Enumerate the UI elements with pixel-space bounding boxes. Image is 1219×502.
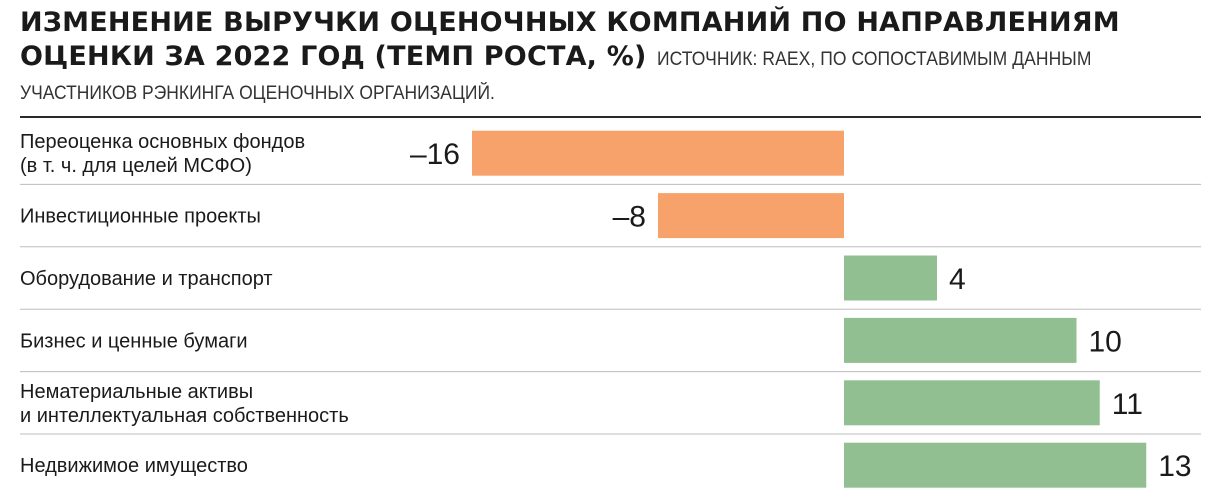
category-label-line: Бизнес и ценные бумаги [20, 330, 248, 352]
positive-bar [844, 317, 1077, 363]
positive-bar [844, 442, 1147, 488]
chart-title: ИЗМЕНЕНИЕ ВЫРУЧКИ ОЦЕНОЧНЫХ КОМПАНИЙ ПО … [20, 6, 1205, 77]
chart-title-line-2: ОЦЕНКИ ЗА 2022 ГОД (ТЕМП РОСТА, %) ИСТОЧН… [20, 40, 1205, 77]
source-note-line-1: ИСТОЧНИК: RAEX, ПО СОПОСТАВИМЫМ ДАННЫМ [656, 49, 1092, 70]
chart-header: ИЗМЕНЕНИЕ ВЫРУЧКИ ОЦЕНОЧНЫХ КОМПАНИЙ ПО … [20, 6, 1205, 107]
value-label: 11 [1112, 388, 1143, 421]
category-label-line: Переоценка основных фондов [20, 131, 305, 153]
category-label-line: Недвижимое имущество [20, 455, 248, 477]
chart-title-line-2-text: ОЦЕНКИ ЗА 2022 ГОД (ТЕМП РОСТА, %) [20, 41, 647, 72]
chart-row: Недвижимое имущество 13 [20, 442, 1192, 488]
value-label: 13 [1158, 450, 1191, 483]
category-label: Бизнес и ценные бумаги [20, 330, 248, 352]
chart-row: Бизнес и ценные бумаги 10 [20, 317, 1201, 373]
chart-row: Оборудование и транспорт 4 [20, 255, 1201, 310]
category-label: Нематериальные активы и интеллектуальная … [20, 381, 349, 427]
category-label-line: Инвестиционные проекты [20, 206, 261, 228]
chart-title-line-1: ИЗМЕНЕНИЕ ВЫРУЧКИ ОЦЕНОЧНЫХ КОМПАНИЙ ПО … [20, 7, 1120, 38]
category-label: Недвижимое имущество [20, 455, 248, 477]
category-label: Инвестиционные проекты [20, 206, 261, 228]
category-label: Переоценка основных фондов (в т. ч. для ц… [20, 131, 305, 177]
category-label-line: (в т. ч. для целей МСФО) [20, 155, 252, 177]
source-note-line-2: УЧАСТНИКОВ РЭНКИНГА ОЦЕНОЧНЫХ ОРГАНИЗАЦИ… [20, 83, 495, 104]
chart-row: Нематериальные активы и интеллектуальная … [20, 380, 1201, 435]
category-label-line: Оборудование и транспорт [20, 268, 273, 290]
value-label: –16 [410, 138, 460, 171]
positive-bar [844, 380, 1100, 426]
value-label: 10 [1089, 325, 1122, 358]
value-label: 4 [949, 263, 966, 296]
positive-bar [844, 255, 937, 301]
category-label-line: и интеллектуальная собственность [20, 405, 349, 427]
negative-bar [658, 193, 844, 239]
category-label: Оборудование и транспорт [20, 268, 273, 290]
top-rule [20, 116, 1201, 118]
negative-bar [472, 130, 844, 176]
category-label-line: Нематериальные активы [20, 381, 253, 403]
chart-row: Переоценка основных фондов (в т. ч. для ц… [20, 130, 1201, 185]
value-label: –8 [613, 201, 646, 234]
chart-row: Инвестиционные проекты –8 [20, 193, 1201, 248]
